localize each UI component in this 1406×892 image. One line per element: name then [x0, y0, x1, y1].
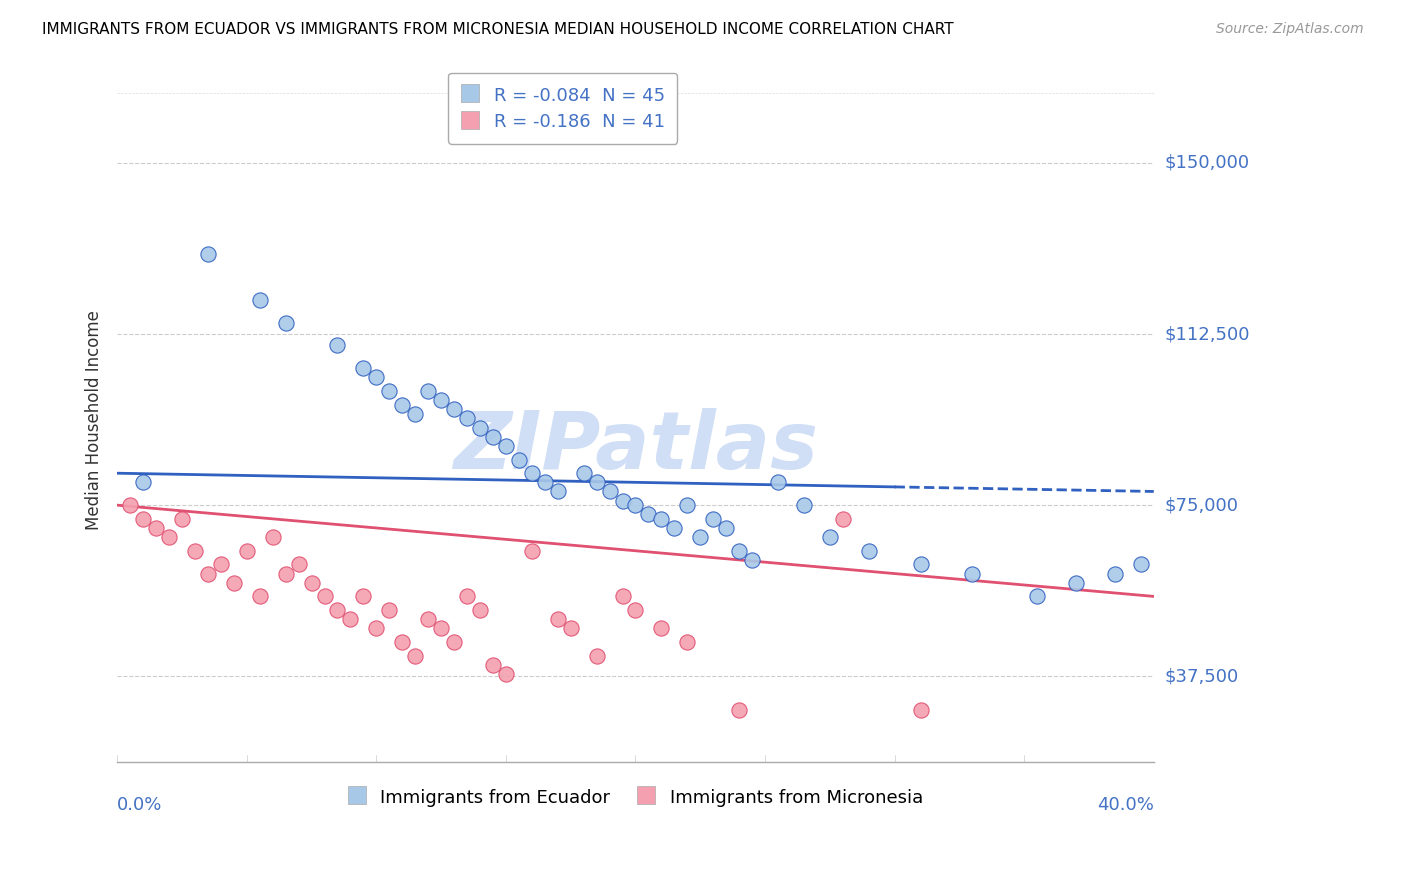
Text: IMMIGRANTS FROM ECUADOR VS IMMIGRANTS FROM MICRONESIA MEDIAN HOUSEHOLD INCOME CO: IMMIGRANTS FROM ECUADOR VS IMMIGRANTS FR…: [42, 22, 953, 37]
Point: [366, 370, 388, 384]
Point: [793, 498, 815, 512]
Point: [962, 566, 984, 581]
Point: [378, 603, 401, 617]
Point: [197, 247, 219, 261]
Text: 40.0%: 40.0%: [1097, 796, 1154, 814]
Point: [352, 590, 374, 604]
Point: [858, 543, 880, 558]
Point: [391, 398, 413, 412]
Point: [274, 316, 297, 330]
Point: [831, 512, 853, 526]
Point: [418, 384, 440, 398]
Point: [650, 621, 672, 635]
Point: [495, 439, 517, 453]
Point: [612, 590, 634, 604]
Point: [157, 530, 180, 544]
Point: [326, 338, 349, 352]
Point: [547, 612, 569, 626]
Point: [456, 411, 478, 425]
Point: [818, 530, 841, 544]
Point: [468, 420, 491, 434]
Point: [728, 543, 751, 558]
Point: [468, 603, 491, 617]
Point: [170, 512, 193, 526]
Point: [482, 430, 505, 444]
Point: [132, 475, 155, 490]
Point: [314, 590, 336, 604]
Point: [262, 530, 284, 544]
Text: $150,000: $150,000: [1166, 154, 1250, 172]
Point: [326, 603, 349, 617]
Point: [676, 498, 699, 512]
Point: [274, 566, 297, 581]
Point: [120, 498, 142, 512]
Point: [612, 493, 634, 508]
Point: [339, 612, 361, 626]
Point: [714, 521, 737, 535]
Point: [495, 667, 517, 681]
Point: [366, 621, 388, 635]
Point: [728, 703, 751, 717]
Point: [301, 575, 323, 590]
Y-axis label: Median Household Income: Median Household Income: [86, 310, 103, 530]
Point: [572, 467, 595, 481]
Point: [766, 475, 789, 490]
Point: [650, 512, 672, 526]
Point: [222, 575, 245, 590]
Point: [404, 407, 426, 421]
Point: [702, 512, 724, 526]
Point: [132, 512, 155, 526]
Point: [209, 558, 232, 572]
Text: ZIPatlas: ZIPatlas: [453, 408, 818, 486]
Point: [482, 657, 505, 672]
Point: [560, 621, 582, 635]
Point: [637, 508, 659, 522]
Point: [430, 393, 453, 408]
Point: [249, 590, 271, 604]
Point: [443, 635, 465, 649]
Point: [624, 498, 647, 512]
Point: [430, 621, 453, 635]
Point: [378, 384, 401, 398]
Point: [689, 530, 711, 544]
Point: [184, 543, 207, 558]
Point: [236, 543, 259, 558]
Point: [624, 603, 647, 617]
Point: [547, 484, 569, 499]
Point: [456, 590, 478, 604]
Point: [443, 402, 465, 417]
Point: [145, 521, 167, 535]
Point: [664, 521, 686, 535]
Text: 0.0%: 0.0%: [117, 796, 163, 814]
Point: [197, 566, 219, 581]
Point: [1104, 566, 1126, 581]
Point: [676, 635, 699, 649]
Point: [1129, 558, 1152, 572]
Point: [910, 558, 932, 572]
Point: [585, 475, 607, 490]
Legend: Immigrants from Ecuador, Immigrants from Micronesia: Immigrants from Ecuador, Immigrants from…: [340, 780, 931, 814]
Point: [1064, 575, 1087, 590]
Point: [741, 553, 763, 567]
Text: $112,500: $112,500: [1166, 325, 1250, 343]
Point: [520, 467, 543, 481]
Text: Source: ZipAtlas.com: Source: ZipAtlas.com: [1216, 22, 1364, 37]
Text: $75,000: $75,000: [1166, 496, 1239, 514]
Point: [249, 293, 271, 307]
Point: [418, 612, 440, 626]
Point: [404, 648, 426, 663]
Point: [585, 648, 607, 663]
Point: [599, 484, 621, 499]
Point: [520, 543, 543, 558]
Point: [508, 452, 530, 467]
Point: [287, 558, 309, 572]
Point: [533, 475, 555, 490]
Point: [391, 635, 413, 649]
Point: [352, 361, 374, 376]
Point: [1026, 590, 1049, 604]
Point: [910, 703, 932, 717]
Text: $37,500: $37,500: [1166, 667, 1239, 685]
